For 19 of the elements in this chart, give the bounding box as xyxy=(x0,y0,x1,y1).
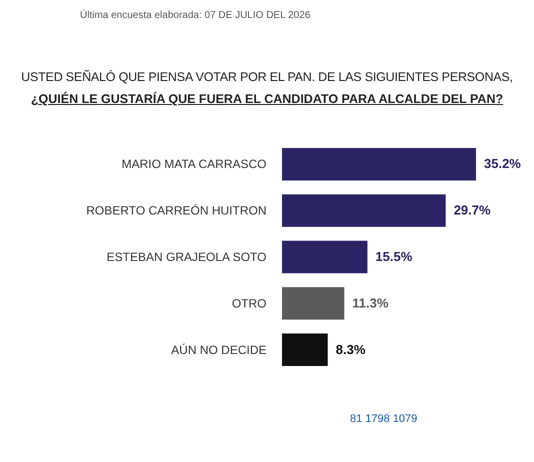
data-label: 15.5% xyxy=(375,249,413,264)
chart-subtitle: ¿QUIÉN LE GUSTARÍA QUE FUERA EL CANDIDATO PARA ALCALDE DEL PAN? xyxy=(30,90,504,108)
bar xyxy=(282,148,476,180)
bar xyxy=(282,194,446,227)
y-tick-label: AÚN NO DECIDE xyxy=(171,342,266,357)
data-label: 11.3% xyxy=(352,295,389,310)
chart-title: USTED SEÑALÓ QUE PIENSA VOTAR POR EL PAN. DE LAS SIGUIENTES PERSONAS, xyxy=(20,69,514,86)
y-tick-label: ROBERTO CARREÓN HUITRON xyxy=(86,204,266,218)
y-tick-label: ESTEBAN GRAJEOLA SOTO xyxy=(106,250,266,264)
bar xyxy=(282,287,344,320)
bar xyxy=(282,240,368,274)
y-tick-label: MARIO MATA CARRASCO xyxy=(122,157,266,172)
text: Última encuesta elaborada: 07 DE JULIO DEL 2026 xyxy=(80,10,310,21)
y-tick-label: OTRO xyxy=(232,296,266,310)
data-label: 8.3% xyxy=(336,342,366,357)
bar xyxy=(282,334,328,366)
text: 81 1798 1079 xyxy=(350,413,418,425)
data-label: 35.2% xyxy=(484,156,522,172)
data-label: 29.7% xyxy=(454,202,491,218)
